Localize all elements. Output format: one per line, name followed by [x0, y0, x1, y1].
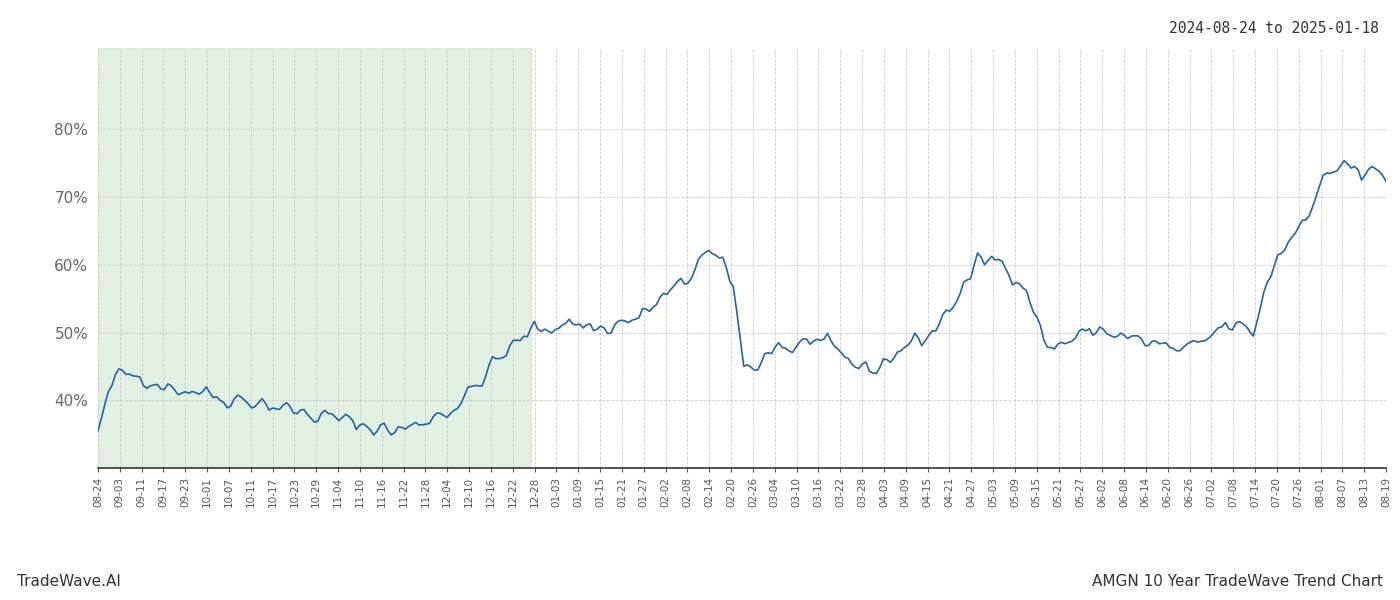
Text: 2024-08-24 to 2025-01-18: 2024-08-24 to 2025-01-18: [1169, 21, 1379, 36]
Text: AMGN 10 Year TradeWave Trend Chart: AMGN 10 Year TradeWave Trend Chart: [1092, 574, 1383, 589]
Text: TradeWave.AI: TradeWave.AI: [17, 574, 120, 589]
Bar: [98, 48, 531, 468]
